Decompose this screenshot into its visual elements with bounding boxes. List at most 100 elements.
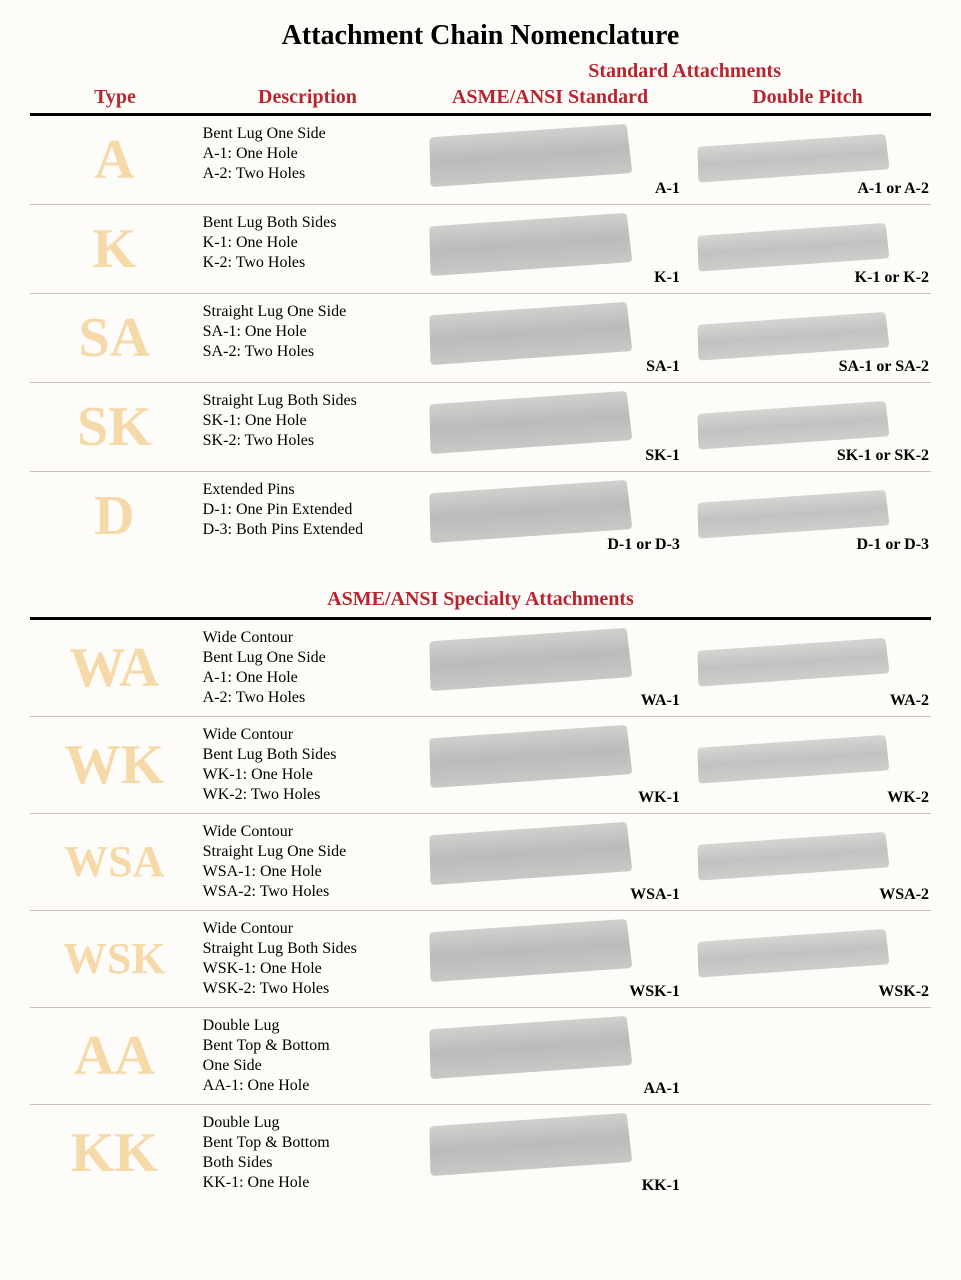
std-caption: AA-1 (643, 1080, 679, 1098)
description-line: K-2: Two Holes (203, 253, 416, 273)
super-header-row: Standard Attachments (30, 60, 931, 86)
description-line: A-2: Two Holes (203, 164, 416, 184)
description-cell: Wide ContourBent Lug One SideA-1: One Ho… (199, 620, 420, 716)
description-cell: Extended PinsD-1: One Pin ExtendedD-3: B… (199, 472, 420, 560)
type-letter: WA (69, 640, 159, 696)
description-cell: Bent Lug Both SidesK-1: One HoleK-2: Two… (199, 205, 420, 293)
description-line: Wide Contour (203, 822, 416, 842)
description-line: SK-2: Two Holes (203, 431, 416, 451)
type-letter: SK (77, 399, 152, 455)
chain-image-placeholder (429, 919, 632, 982)
chain-image-placeholder (429, 628, 632, 691)
chain-image-placeholder (697, 490, 889, 539)
chain-image-placeholder (697, 832, 889, 881)
description-line: A-1: One Hole (203, 144, 416, 164)
type-cell: A (30, 116, 199, 204)
type-letter: AA (74, 1028, 155, 1084)
type-cell: WA (30, 620, 199, 716)
chain-image-placeholder (697, 735, 889, 784)
std-image-cell: D-1 or D-3 (420, 472, 688, 560)
chain-image-placeholder (429, 725, 632, 788)
description-line: D-1: One Pin Extended (203, 500, 416, 520)
page: Attachment Chain Nomenclature Standard A… (0, 0, 961, 1231)
table-row: WKWide ContourBent Lug Both SidesWK-1: O… (30, 717, 931, 814)
dp-caption: K-1 or K-2 (855, 269, 929, 287)
chain-image-placeholder (697, 312, 889, 361)
standard-attachments-header: Standard Attachments (588, 60, 781, 83)
description-line: D-3: Both Pins Extended (203, 520, 416, 540)
table-row: WA Wide ContourBent Lug One SideA-1: One … (30, 620, 931, 717)
chain-image-placeholder (429, 124, 632, 187)
chain-image-placeholder (429, 822, 632, 885)
std-image-cell: WK-1 (420, 717, 688, 813)
type-letter: D (94, 488, 134, 544)
description-line: Straight Lug One Side (203, 842, 416, 862)
chain-image-placeholder (429, 1113, 632, 1176)
description-cell: Straight Lug Both SidesSK-1: One HoleSK-… (199, 383, 420, 471)
std-image-cell: SK-1 (420, 383, 688, 471)
description-cell: Bent Lug One SideA-1: One HoleA-2: Two H… (199, 116, 420, 204)
description-line: WSK-2: Two Holes (203, 979, 416, 999)
std-caption: D-1 or D-3 (607, 536, 680, 554)
std-image-cell: AA-1 (420, 1008, 688, 1104)
description-line: Straight Lug Both Sides (203, 391, 416, 411)
main-title: Attachment Chain Nomenclature (30, 20, 931, 52)
std-caption: WSK-1 (629, 983, 680, 1001)
std-image-cell: SA-1 (420, 294, 688, 382)
dp-caption: WK-2 (887, 789, 929, 807)
dp-image-cell: K-1 or K-2 (688, 205, 931, 293)
description-line: WK-1: One Hole (203, 765, 416, 785)
type-cell: K (30, 205, 199, 293)
dp-image-cell: SA-1 or SA-2 (688, 294, 931, 382)
description-line: Extended Pins (203, 480, 416, 500)
section2-table: WA Wide ContourBent Lug One SideA-1: One … (30, 620, 931, 1201)
section2-title: ASME/ANSI Specialty Attachments (30, 588, 931, 611)
chain-image-placeholder (429, 480, 632, 543)
description-line: A-2: Two Holes (203, 688, 416, 708)
dp-caption: A-1 or A-2 (857, 180, 929, 198)
type-cell: WSK (30, 911, 199, 1007)
std-image-cell: WSK-1 (420, 911, 688, 1007)
description-line: Bent Top & Bottom (203, 1133, 416, 1153)
description-line: Bent Top & Bottom (203, 1036, 416, 1056)
table-row: SK Straight Lug Both SidesSK-1: One HoleS… (30, 383, 931, 472)
std-image-cell: A-1 (420, 116, 688, 204)
dp-image-cell: D-1 or D-3 (688, 472, 931, 560)
dp-caption: WA-2 (890, 692, 929, 710)
dp-image-cell: SK-1 or SK-2 (688, 383, 931, 471)
dp-image-cell: A-1 or A-2 (688, 116, 931, 204)
description-line: K-1: One Hole (203, 233, 416, 253)
dp-caption: WSK-2 (878, 983, 929, 1001)
description-line: Bent Lug Both Sides (203, 213, 416, 233)
dp-image-cell (688, 1105, 931, 1201)
type-cell: D (30, 472, 199, 560)
type-letter: WK (65, 737, 165, 793)
table-row: WSKWide ContourStraight Lug Both SidesWS… (30, 911, 931, 1008)
type-cell: SA (30, 294, 199, 382)
dp-image-cell: WA-2 (688, 620, 931, 716)
table-row: D Extended PinsD-1: One Pin ExtendedD-3: … (30, 472, 931, 560)
std-caption: A-1 (655, 180, 680, 198)
type-letter: KK (71, 1125, 158, 1181)
description-line: WSK-1: One Hole (203, 959, 416, 979)
table-row: AADouble LugBent Top & BottomOne SideAA-… (30, 1008, 931, 1105)
std-image-cell: K-1 (420, 205, 688, 293)
header-description: Description (200, 86, 415, 109)
type-letter: WSK (63, 937, 166, 981)
type-cell: AA (30, 1008, 199, 1104)
chain-image-placeholder (697, 223, 889, 272)
std-caption: SA-1 (646, 358, 680, 376)
type-cell: WSA (30, 814, 199, 910)
type-cell: SK (30, 383, 199, 471)
std-caption: WK-1 (638, 789, 680, 807)
chain-image-placeholder (697, 401, 889, 450)
header-double-pitch: Double Pitch (685, 86, 930, 109)
description-cell: Wide ContourStraight Lug One SideWSA-1: … (199, 814, 420, 910)
dp-caption: SK-1 or SK-2 (837, 447, 929, 465)
type-letter: A (94, 132, 134, 188)
description-line: SA-1: One Hole (203, 322, 416, 342)
type-letter: WSA (64, 840, 164, 884)
chain-image-placeholder (697, 929, 889, 978)
dp-image-cell: WSA-2 (688, 814, 931, 910)
description-line: Wide Contour (203, 919, 416, 939)
